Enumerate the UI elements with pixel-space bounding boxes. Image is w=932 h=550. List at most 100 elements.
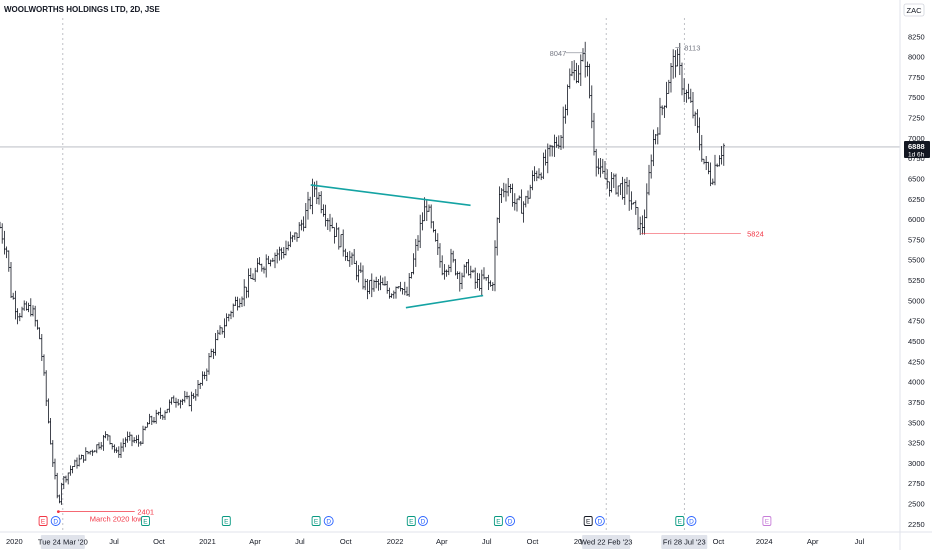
earnings-marker[interactable]: E bbox=[221, 516, 231, 526]
x-tick-label: Apr bbox=[249, 537, 261, 546]
svg-text:D: D bbox=[508, 519, 513, 526]
ohlc-bar bbox=[698, 117, 701, 151]
dividend-marker[interactable]: D bbox=[505, 516, 516, 526]
ohlc-bar bbox=[262, 266, 266, 274]
ohlc-bar bbox=[282, 247, 285, 259]
support-label: 5824 bbox=[747, 229, 764, 238]
ohlc-bar bbox=[297, 222, 301, 238]
earnings-marker[interactable]: E bbox=[406, 516, 416, 526]
dividend-marker[interactable]: D bbox=[594, 516, 605, 526]
ohlc-bar bbox=[38, 327, 41, 340]
ohlc-bar bbox=[586, 61, 589, 77]
ohlc-bar bbox=[649, 154, 653, 179]
ohlc-bar bbox=[500, 188, 503, 204]
ohlc-bar bbox=[77, 454, 81, 467]
y-tick-label: 6000 bbox=[908, 215, 925, 224]
ohlc-bar bbox=[711, 178, 714, 185]
ohlc-bar bbox=[482, 267, 486, 280]
ohlc-bar bbox=[260, 263, 263, 272]
earnings-marker[interactable]: E bbox=[675, 516, 685, 526]
ohlc-bar bbox=[291, 235, 294, 243]
ohlc-bar bbox=[0, 223, 4, 244]
high-jul23-label: 8113 bbox=[684, 43, 700, 52]
ohlc-bar bbox=[612, 173, 615, 188]
dividend-marker[interactable]: D bbox=[50, 516, 61, 526]
earnings-marker[interactable]: E bbox=[38, 516, 48, 526]
ohlc-bar bbox=[352, 248, 356, 264]
ohlc-bar bbox=[515, 198, 519, 212]
svg-text:Fri 28 Jul '23: Fri 28 Jul '23 bbox=[663, 538, 706, 547]
earnings-marker[interactable]: E bbox=[311, 516, 321, 526]
ohlc-bar bbox=[44, 370, 48, 407]
ohlc-bar bbox=[86, 451, 90, 455]
y-tick-label: 5000 bbox=[908, 296, 925, 305]
y-tick-label: 7750 bbox=[908, 73, 925, 82]
ohlc-bar bbox=[229, 310, 233, 320]
ohlc-bar bbox=[196, 380, 200, 397]
ohlc-bar bbox=[212, 348, 215, 359]
ohlc-bar bbox=[150, 415, 153, 425]
ohlc-bar bbox=[594, 148, 598, 177]
ohlc-bar bbox=[355, 260, 358, 281]
ohlc-bar bbox=[414, 238, 417, 267]
ohlc-bar bbox=[234, 296, 237, 306]
ohlc-bar bbox=[97, 442, 101, 450]
ohlc-bar bbox=[656, 127, 659, 145]
ohlc-bar bbox=[418, 214, 422, 249]
ohlc-bar bbox=[689, 88, 692, 103]
ohlc-bar bbox=[25, 301, 28, 311]
ohlc-bar bbox=[139, 440, 142, 446]
ohlc-bar bbox=[104, 431, 107, 439]
ohlc-bar bbox=[146, 421, 149, 428]
ohlc-bar bbox=[566, 84, 569, 116]
y-axis[interactable]: ZAC 2250 2500 2750 3000 3250 3500 3750 4000 4250 4… bbox=[899, 0, 930, 550]
ohlc-bar bbox=[27, 302, 30, 313]
earnings-marker[interactable]: E bbox=[493, 516, 503, 526]
ohlc-bar bbox=[645, 183, 648, 219]
y-tick-label: 7500 bbox=[908, 93, 925, 102]
svg-text:E: E bbox=[678, 519, 683, 526]
ohlc-bar bbox=[715, 163, 719, 168]
ohlc-bar bbox=[568, 68, 571, 89]
earnings-marker[interactable]: E bbox=[762, 516, 772, 526]
ohlc-bar bbox=[311, 178, 314, 215]
ohlc-bar bbox=[517, 195, 521, 201]
svg-text:Tue 24 Mar '20: Tue 24 Mar '20 bbox=[38, 538, 88, 547]
dividend-marker[interactable]: D bbox=[323, 516, 334, 526]
trendline-1[interactable] bbox=[310, 184, 471, 207]
x-tick-label: Oct bbox=[527, 537, 540, 546]
ohlc-bar bbox=[192, 393, 195, 399]
ohlc-bar bbox=[223, 318, 226, 338]
earnings-marker[interactable]: E bbox=[583, 516, 593, 526]
dividend-marker[interactable]: D bbox=[418, 516, 428, 526]
ohlc-bar bbox=[720, 145, 723, 165]
ohlc-bar bbox=[704, 156, 708, 171]
trendlines[interactable] bbox=[310, 184, 484, 309]
y-tick-label: 4250 bbox=[908, 357, 925, 366]
ohlc-bar bbox=[445, 269, 448, 277]
ohlc-bar bbox=[55, 472, 59, 499]
ohlc-bar bbox=[185, 391, 189, 400]
ohlc-bar bbox=[423, 197, 426, 222]
ohlc-bar bbox=[95, 444, 98, 454]
earnings-marker[interactable]: E bbox=[141, 516, 150, 526]
x-axis[interactable]: 2020 Jul Oct 2021 Apr Jul Oct 2022 Apr Jul Oct 202 O… bbox=[0, 531, 932, 549]
ohlc-bar bbox=[438, 243, 442, 268]
ohlc-bar bbox=[533, 166, 536, 182]
trendline-2[interactable] bbox=[405, 294, 484, 309]
dividend-marker[interactable]: D bbox=[686, 516, 697, 526]
ohlc-bar bbox=[16, 308, 19, 325]
ohlc-bar bbox=[522, 201, 525, 223]
ohlc-bar bbox=[11, 292, 15, 300]
svg-text:D: D bbox=[53, 519, 58, 526]
ohlc-bar bbox=[163, 410, 167, 421]
currency-badge[interactable] bbox=[903, 3, 925, 17]
y-tick-label: 3500 bbox=[908, 418, 925, 427]
ohlc-bar bbox=[539, 172, 543, 181]
ohlc-bar bbox=[337, 227, 340, 250]
ohlc-bar bbox=[324, 204, 327, 227]
ohlc-bar bbox=[634, 200, 637, 215]
ohlc-bar bbox=[385, 280, 389, 294]
ohlc-bar bbox=[91, 449, 94, 456]
